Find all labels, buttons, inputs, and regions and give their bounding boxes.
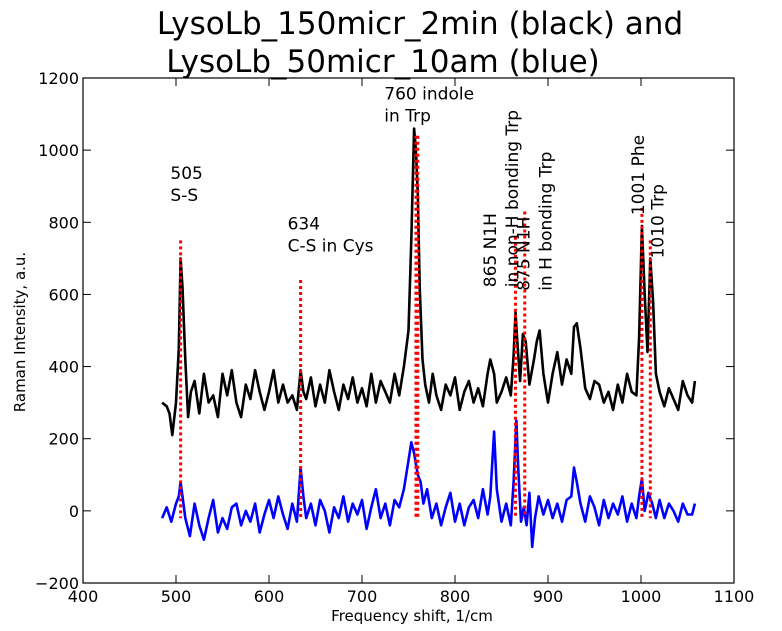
chart-title-line-2: LysoLb_50micr_10am (blue) [166,44,600,80]
x-tick-label: 700 [347,587,378,606]
annotation-3: 760 indole in Trp [384,85,474,127]
y-tick-label: −200 [35,574,79,593]
annotation-line: 634 [288,215,320,235]
annotation-line: in Trp [384,107,431,127]
x-tick-label: 600 [254,587,285,606]
y-axis-label: Raman Intensity, a.u. [11,252,29,412]
annotation-line: S-S [170,186,198,206]
x-axis-label: Frequency shift, 1/cm [331,607,493,625]
annotation-line: in non-H bonding Trp [503,110,523,287]
x-tick-label: 900 [533,587,564,606]
annotation-line: 865 N1H [481,213,501,287]
x-tick-label: 800 [440,587,471,606]
y-tick-label: 400 [48,358,79,377]
chart-title-line-1: LysoLb_150micr_2min (black) and [157,6,683,42]
series-line-1 [161,127,697,437]
annotation-2: 634 C-S in Cys [288,215,374,257]
annotation-line: in H bonding Trp [536,152,556,291]
annotation-line: 1001 Phe [629,135,649,215]
annotation-5: 875 N1H in H bonding Trp [514,152,556,291]
x-tick-label: 1000 [621,587,662,606]
chart-title: LysoLb_150micr_2min (black) and LysoLb_5… [157,6,683,80]
annotation-line: C-S in Cys [288,237,374,257]
y-tick-label: 1200 [38,69,79,88]
y-tick-label: 0 [69,502,79,521]
x-tick-label: 1100 [714,587,755,606]
y-tick-label: 200 [48,430,79,449]
annotation-line: 875 N1H [514,217,534,291]
annotation-6: 1001 Phe [629,135,649,215]
annotation-line: 1010 Trp [648,184,668,258]
y-tick-label: 600 [48,285,79,304]
plot-area: 400 500 600 700 800 900 1000 1100 −200 0 200 400 600… [35,69,754,606]
series-line-2 [160,419,697,549]
annotation-4: 865 N1H in non-H bonding Trp [481,110,523,287]
annotation-line: 760 indole [384,85,474,105]
y-tick-label: 800 [48,213,79,232]
axes-frame [82,77,735,584]
x-tick-label: 500 [161,587,192,606]
annotation-7: 1010 Trp [648,184,668,258]
x-tick-label: 400 [68,587,99,606]
annotation-line: 505 [170,164,202,184]
annotation-1: 505 S-S [170,164,202,206]
y-tick-label: 1000 [38,141,79,160]
